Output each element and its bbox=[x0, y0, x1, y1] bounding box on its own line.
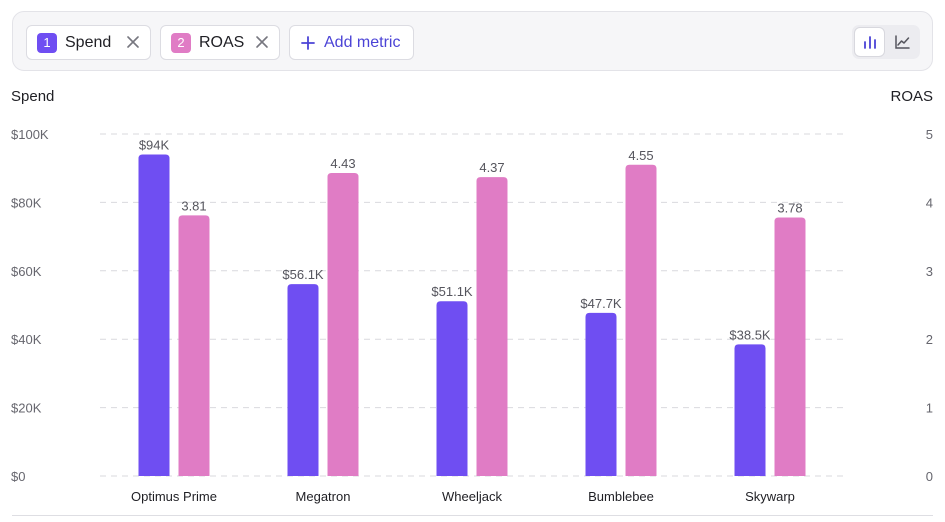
right-y-tick-label: 1 bbox=[926, 401, 933, 416]
right-y-tick-label: 5 bbox=[926, 127, 933, 142]
bar-roas bbox=[178, 215, 210, 476]
x-category-label: Megatron bbox=[296, 489, 351, 504]
x-category-label: Skywarp bbox=[745, 489, 795, 504]
bar-spend bbox=[436, 301, 468, 476]
left-y-tick-label: $40K bbox=[11, 332, 42, 347]
metric-chip-label: ROAS bbox=[199, 33, 245, 51]
left-y-tick-label: $60K bbox=[11, 264, 42, 279]
data-label: 3.78 bbox=[777, 200, 802, 215]
data-label: $56.1K bbox=[282, 267, 324, 282]
data-label: 3.81 bbox=[181, 198, 206, 213]
right-y-tick-label: 3 bbox=[926, 264, 933, 279]
metric-chip-roas[interactable]: 2 ROAS bbox=[160, 25, 280, 60]
bar-roas bbox=[774, 217, 806, 476]
bar-view-button[interactable] bbox=[854, 27, 885, 57]
data-label: 4.43 bbox=[330, 156, 355, 171]
bar-spend bbox=[138, 154, 170, 476]
line-chart-icon bbox=[895, 35, 910, 49]
metric-chip-spend[interactable]: 1 Spend bbox=[26, 25, 151, 60]
bar-roas bbox=[625, 164, 657, 476]
left-y-tick-label: $0 bbox=[11, 469, 25, 484]
metric-chip-label: Spend bbox=[65, 33, 112, 51]
data-label: $94K bbox=[139, 138, 170, 153]
left-axis-title: Spend bbox=[11, 88, 55, 105]
right-y-tick-label: 2 bbox=[926, 332, 933, 347]
data-label: $51.1K bbox=[431, 284, 473, 299]
x-category-label: Bumblebee bbox=[588, 489, 654, 504]
bottom-divider bbox=[12, 515, 933, 516]
data-label: 4.55 bbox=[628, 148, 653, 163]
left-y-tick-label: $100K bbox=[11, 127, 49, 142]
bar-spend bbox=[287, 284, 319, 476]
x-category-label: Optimus Prime bbox=[131, 489, 217, 504]
close-icon[interactable] bbox=[255, 35, 269, 49]
metric-number-badge: 2 bbox=[171, 32, 191, 53]
add-metric-label: Add metric bbox=[324, 33, 401, 51]
bar-chart-icon bbox=[863, 36, 876, 49]
bar-spend bbox=[585, 312, 617, 476]
bar-roas bbox=[476, 177, 508, 477]
right-y-tick-label: 0 bbox=[926, 469, 933, 484]
left-y-tick-label: $20K bbox=[11, 401, 42, 416]
metric-number-badge: 1 bbox=[37, 32, 57, 53]
data-label: $38.5K bbox=[729, 327, 771, 342]
line-view-button[interactable] bbox=[887, 27, 918, 57]
right-y-tick-label: 4 bbox=[926, 195, 933, 210]
data-label: 4.37 bbox=[479, 160, 504, 175]
data-label: $47.7K bbox=[580, 296, 622, 311]
close-icon[interactable] bbox=[126, 35, 140, 49]
add-metric-button[interactable]: Add metric bbox=[289, 25, 414, 60]
x-category-label: Wheeljack bbox=[442, 489, 502, 504]
left-y-tick-label: $80K bbox=[11, 195, 42, 210]
right-axis-title: ROAS bbox=[890, 88, 933, 105]
bar-spend bbox=[734, 344, 766, 476]
bar-roas bbox=[327, 172, 359, 476]
plus-icon bbox=[301, 35, 315, 50]
metric-toolbar: 1 Spend 2 ROAS Add metric bbox=[12, 11, 933, 71]
chart-view-toggle bbox=[852, 25, 920, 59]
